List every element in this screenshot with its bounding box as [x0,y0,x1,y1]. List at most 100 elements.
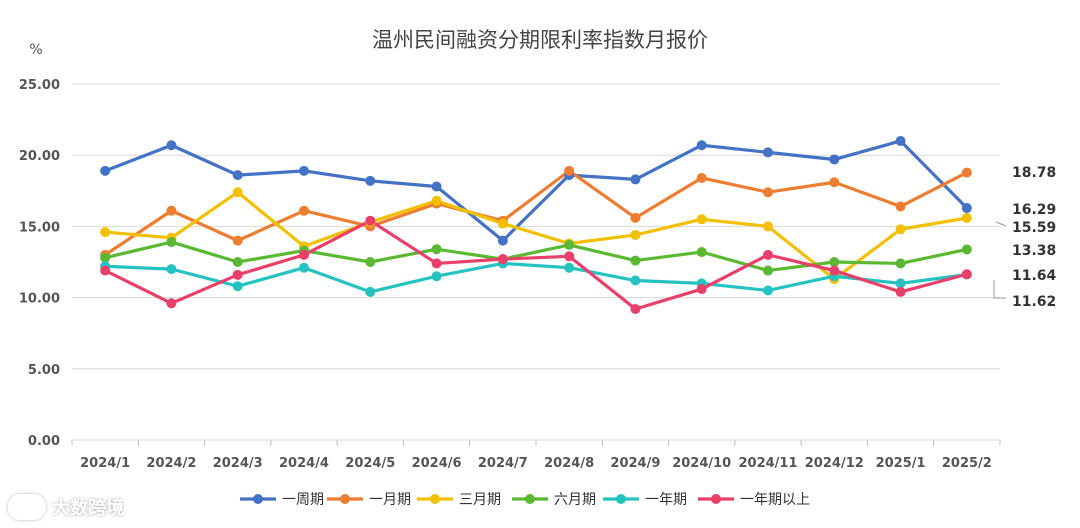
end-value-label: 18.78 [1012,165,1056,181]
data-point [564,165,575,176]
data-point [365,257,376,267]
legend-marker [525,494,535,504]
data-point [166,140,177,151]
data-point [564,251,575,262]
data-point [365,175,376,186]
data-point [365,286,376,297]
data-point [431,195,442,206]
series-line-2 [104,169,968,257]
data-point [100,165,111,176]
x-tick-label: 2025/1 [876,456,926,471]
data-point [497,218,508,229]
data-point [630,212,641,223]
data-point [763,285,773,296]
data-point [696,284,707,295]
data-point [829,177,840,188]
data-point [564,262,575,273]
data-point [497,254,508,265]
y-tick-label: 20.00 [19,149,60,164]
data-point [232,257,243,267]
y-tick-label: 25.00 [19,78,60,93]
data-point [299,249,309,260]
x-tick-label: 2024/7 [478,456,528,471]
end-value-label: 13.38 [1012,243,1056,259]
data-point [895,286,906,297]
x-tick-label: 2025/2 [942,456,992,471]
y-tick-label: 5.00 [28,363,60,378]
x-tick-label: 2024/5 [345,456,395,471]
data-point [763,265,773,276]
watermark-text: 大数跨境 [52,498,124,519]
y-tick-label: 0.00 [28,434,60,449]
x-tick-label: 2024/12 [805,456,864,471]
data-point [431,271,442,282]
legend-label: 一年期以上 [740,492,810,508]
end-value-label: 16.29 [1012,202,1056,218]
watermark-logo-icon [8,494,46,520]
series-line-1 [104,139,968,243]
data-point [829,154,840,165]
data-point [961,244,972,255]
chart-title: 温州民间融资分期限利率指数月报价 [372,28,708,52]
legend-marker [340,494,350,504]
watermark: 大数跨境 [8,494,124,520]
data-point [895,224,906,235]
end-value-label: 15.59 [1012,220,1056,236]
series-line-6 [104,219,968,311]
data-point [299,262,309,273]
data-point [630,255,641,266]
data-point [696,214,707,225]
data-point [961,203,972,214]
data-point [895,135,906,146]
end-value-label: 11.62 [1012,294,1056,310]
x-tick-label: 2024/4 [279,456,329,471]
legend-label: 一周期 [282,492,324,508]
data-point [895,258,906,269]
leader-line [993,280,1006,299]
data-point [630,174,641,185]
legend-label: 六月期 [554,492,596,508]
data-point [895,201,906,212]
data-point [829,265,840,276]
data-point [232,269,243,280]
x-tick-label: 2024/6 [412,456,462,471]
data-point [763,147,773,158]
data-point [564,239,575,250]
data-point [166,205,177,216]
y-tick-label: 15.00 [19,220,60,235]
x-tick-label: 2024/10 [672,456,731,471]
data-point [961,167,972,178]
legend-label: 三月期 [459,492,501,508]
data-point [763,187,773,198]
data-point [232,235,243,246]
legend-marker [616,494,626,504]
series-line-4 [104,240,968,273]
data-point [431,244,442,255]
legend-marker [253,494,263,504]
legend-label: 一年期 [645,492,687,508]
leader-line [995,221,1007,227]
x-tick-label: 2024/2 [146,456,196,471]
data-point [299,205,309,216]
data-point [232,187,243,198]
data-point [763,249,773,260]
data-point [299,165,309,176]
data-point [431,181,442,192]
end-value-label: 11.64 [1012,268,1057,284]
data-point [696,172,707,183]
series-line-5 [105,261,968,294]
x-tick-label: 2024/11 [738,456,797,471]
data-point [100,265,111,276]
series-line-3 [105,190,968,281]
data-point [763,221,773,232]
data-point [961,212,972,223]
data-point [166,298,177,309]
y-axis-unit: % [29,42,42,58]
data-point [232,170,243,181]
data-point [630,275,641,286]
data-point [630,229,641,240]
data-point [365,215,376,226]
data-point [630,303,641,314]
